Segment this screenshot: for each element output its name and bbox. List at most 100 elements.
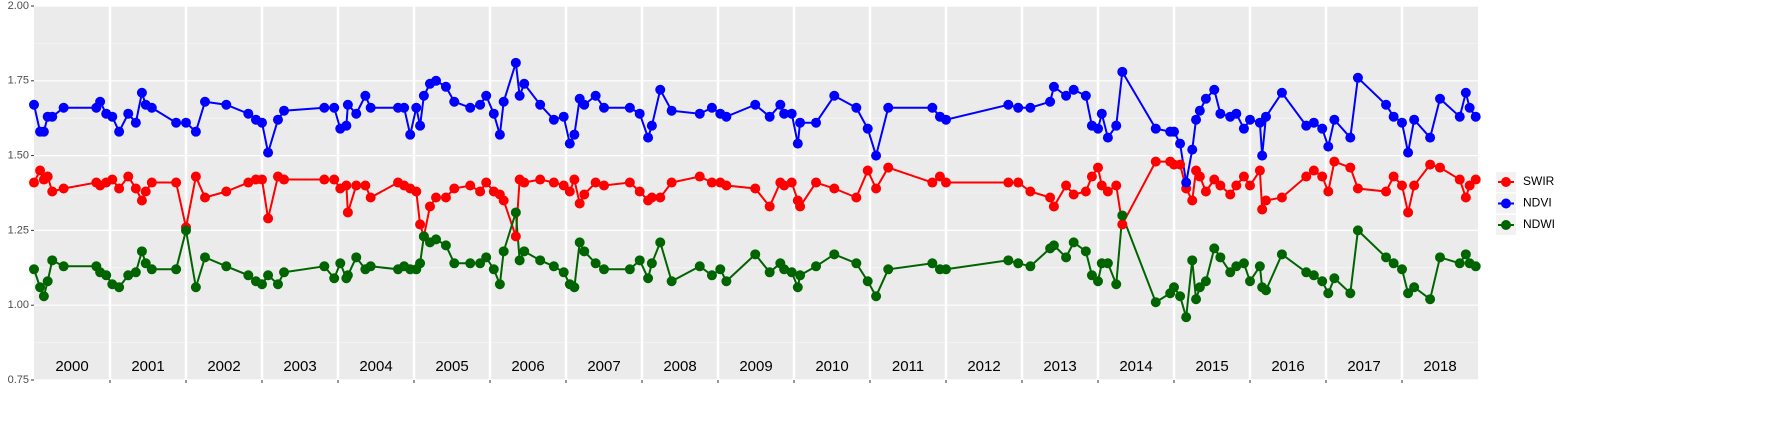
point: [535, 255, 546, 266]
year-label: 2004: [359, 358, 392, 375]
point: [579, 246, 590, 257]
point: [319, 102, 330, 113]
point: [1301, 120, 1312, 131]
point: [449, 258, 460, 269]
point: [1454, 258, 1465, 269]
point: [38, 126, 49, 137]
point: [706, 177, 717, 188]
point: [535, 174, 546, 185]
point: [431, 192, 442, 203]
point: [666, 276, 677, 287]
point: [646, 120, 657, 131]
point: [1061, 90, 1072, 101]
point: [29, 177, 39, 188]
point: [101, 270, 112, 281]
point: [107, 111, 118, 122]
point: [1117, 210, 1128, 221]
point: [1093, 162, 1103, 173]
point: [58, 261, 69, 272]
point: [399, 102, 410, 113]
point: [1215, 180, 1226, 191]
point: [329, 174, 340, 185]
point: [481, 177, 492, 188]
point: [519, 177, 530, 188]
point: [706, 270, 717, 281]
point: [548, 114, 559, 125]
point: [829, 90, 840, 101]
point: [1080, 246, 1091, 257]
legend-point: [1501, 220, 1511, 230]
point: [1238, 258, 1249, 269]
point: [272, 114, 283, 125]
point: [494, 279, 505, 290]
point: [579, 189, 590, 200]
point: [1260, 195, 1271, 206]
point: [1403, 207, 1414, 218]
point: [590, 258, 601, 269]
point: [519, 246, 530, 257]
point: [1194, 105, 1205, 116]
y-tick-label: 1.25: [8, 224, 29, 236]
point: [1352, 225, 1363, 236]
point: [694, 108, 705, 119]
point: [47, 186, 58, 197]
point: [257, 117, 267, 128]
point: [1231, 108, 1242, 119]
point: [1093, 276, 1103, 287]
point: [243, 270, 254, 281]
point: [694, 261, 705, 272]
point: [29, 99, 39, 110]
point: [1276, 87, 1287, 98]
point: [1308, 165, 1319, 176]
point: [136, 246, 147, 257]
point: [706, 102, 717, 113]
point: [342, 270, 353, 281]
point: [1013, 102, 1024, 113]
point: [643, 132, 654, 143]
legend-label: SWIR: [1523, 174, 1555, 188]
year-label: 2003: [283, 358, 316, 375]
point: [1200, 93, 1211, 104]
point: [1397, 117, 1407, 128]
year-label: 2005: [435, 358, 468, 375]
point: [764, 111, 775, 122]
point: [279, 267, 290, 278]
point: [795, 117, 806, 128]
point: [775, 99, 786, 110]
point: [1003, 255, 1014, 266]
point: [481, 90, 492, 101]
year-label: 2015: [1195, 358, 1228, 375]
point: [1435, 252, 1445, 263]
point: [1150, 123, 1161, 134]
point: [1169, 126, 1179, 137]
point: [263, 147, 274, 158]
point: [181, 117, 191, 128]
point: [243, 177, 254, 188]
point: [1187, 255, 1198, 266]
point: [1025, 261, 1036, 272]
point: [1238, 123, 1249, 134]
point: [1215, 108, 1226, 119]
point: [1181, 312, 1192, 323]
point: [1317, 123, 1328, 134]
year-label: 2014: [1119, 358, 1152, 375]
point: [514, 90, 525, 101]
point: [851, 258, 862, 269]
point: [360, 90, 371, 101]
point: [634, 186, 645, 197]
point: [488, 264, 499, 275]
point: [786, 108, 797, 119]
point: [1388, 171, 1399, 182]
point: [29, 264, 39, 275]
point: [263, 270, 274, 281]
point: [927, 177, 938, 188]
point: [624, 102, 635, 113]
point: [779, 180, 790, 191]
point: [655, 192, 666, 203]
point: [1068, 84, 1079, 95]
point: [1425, 159, 1436, 170]
point: [1209, 243, 1220, 254]
point: [1200, 186, 1211, 197]
point: [624, 264, 635, 275]
point: [171, 117, 182, 128]
